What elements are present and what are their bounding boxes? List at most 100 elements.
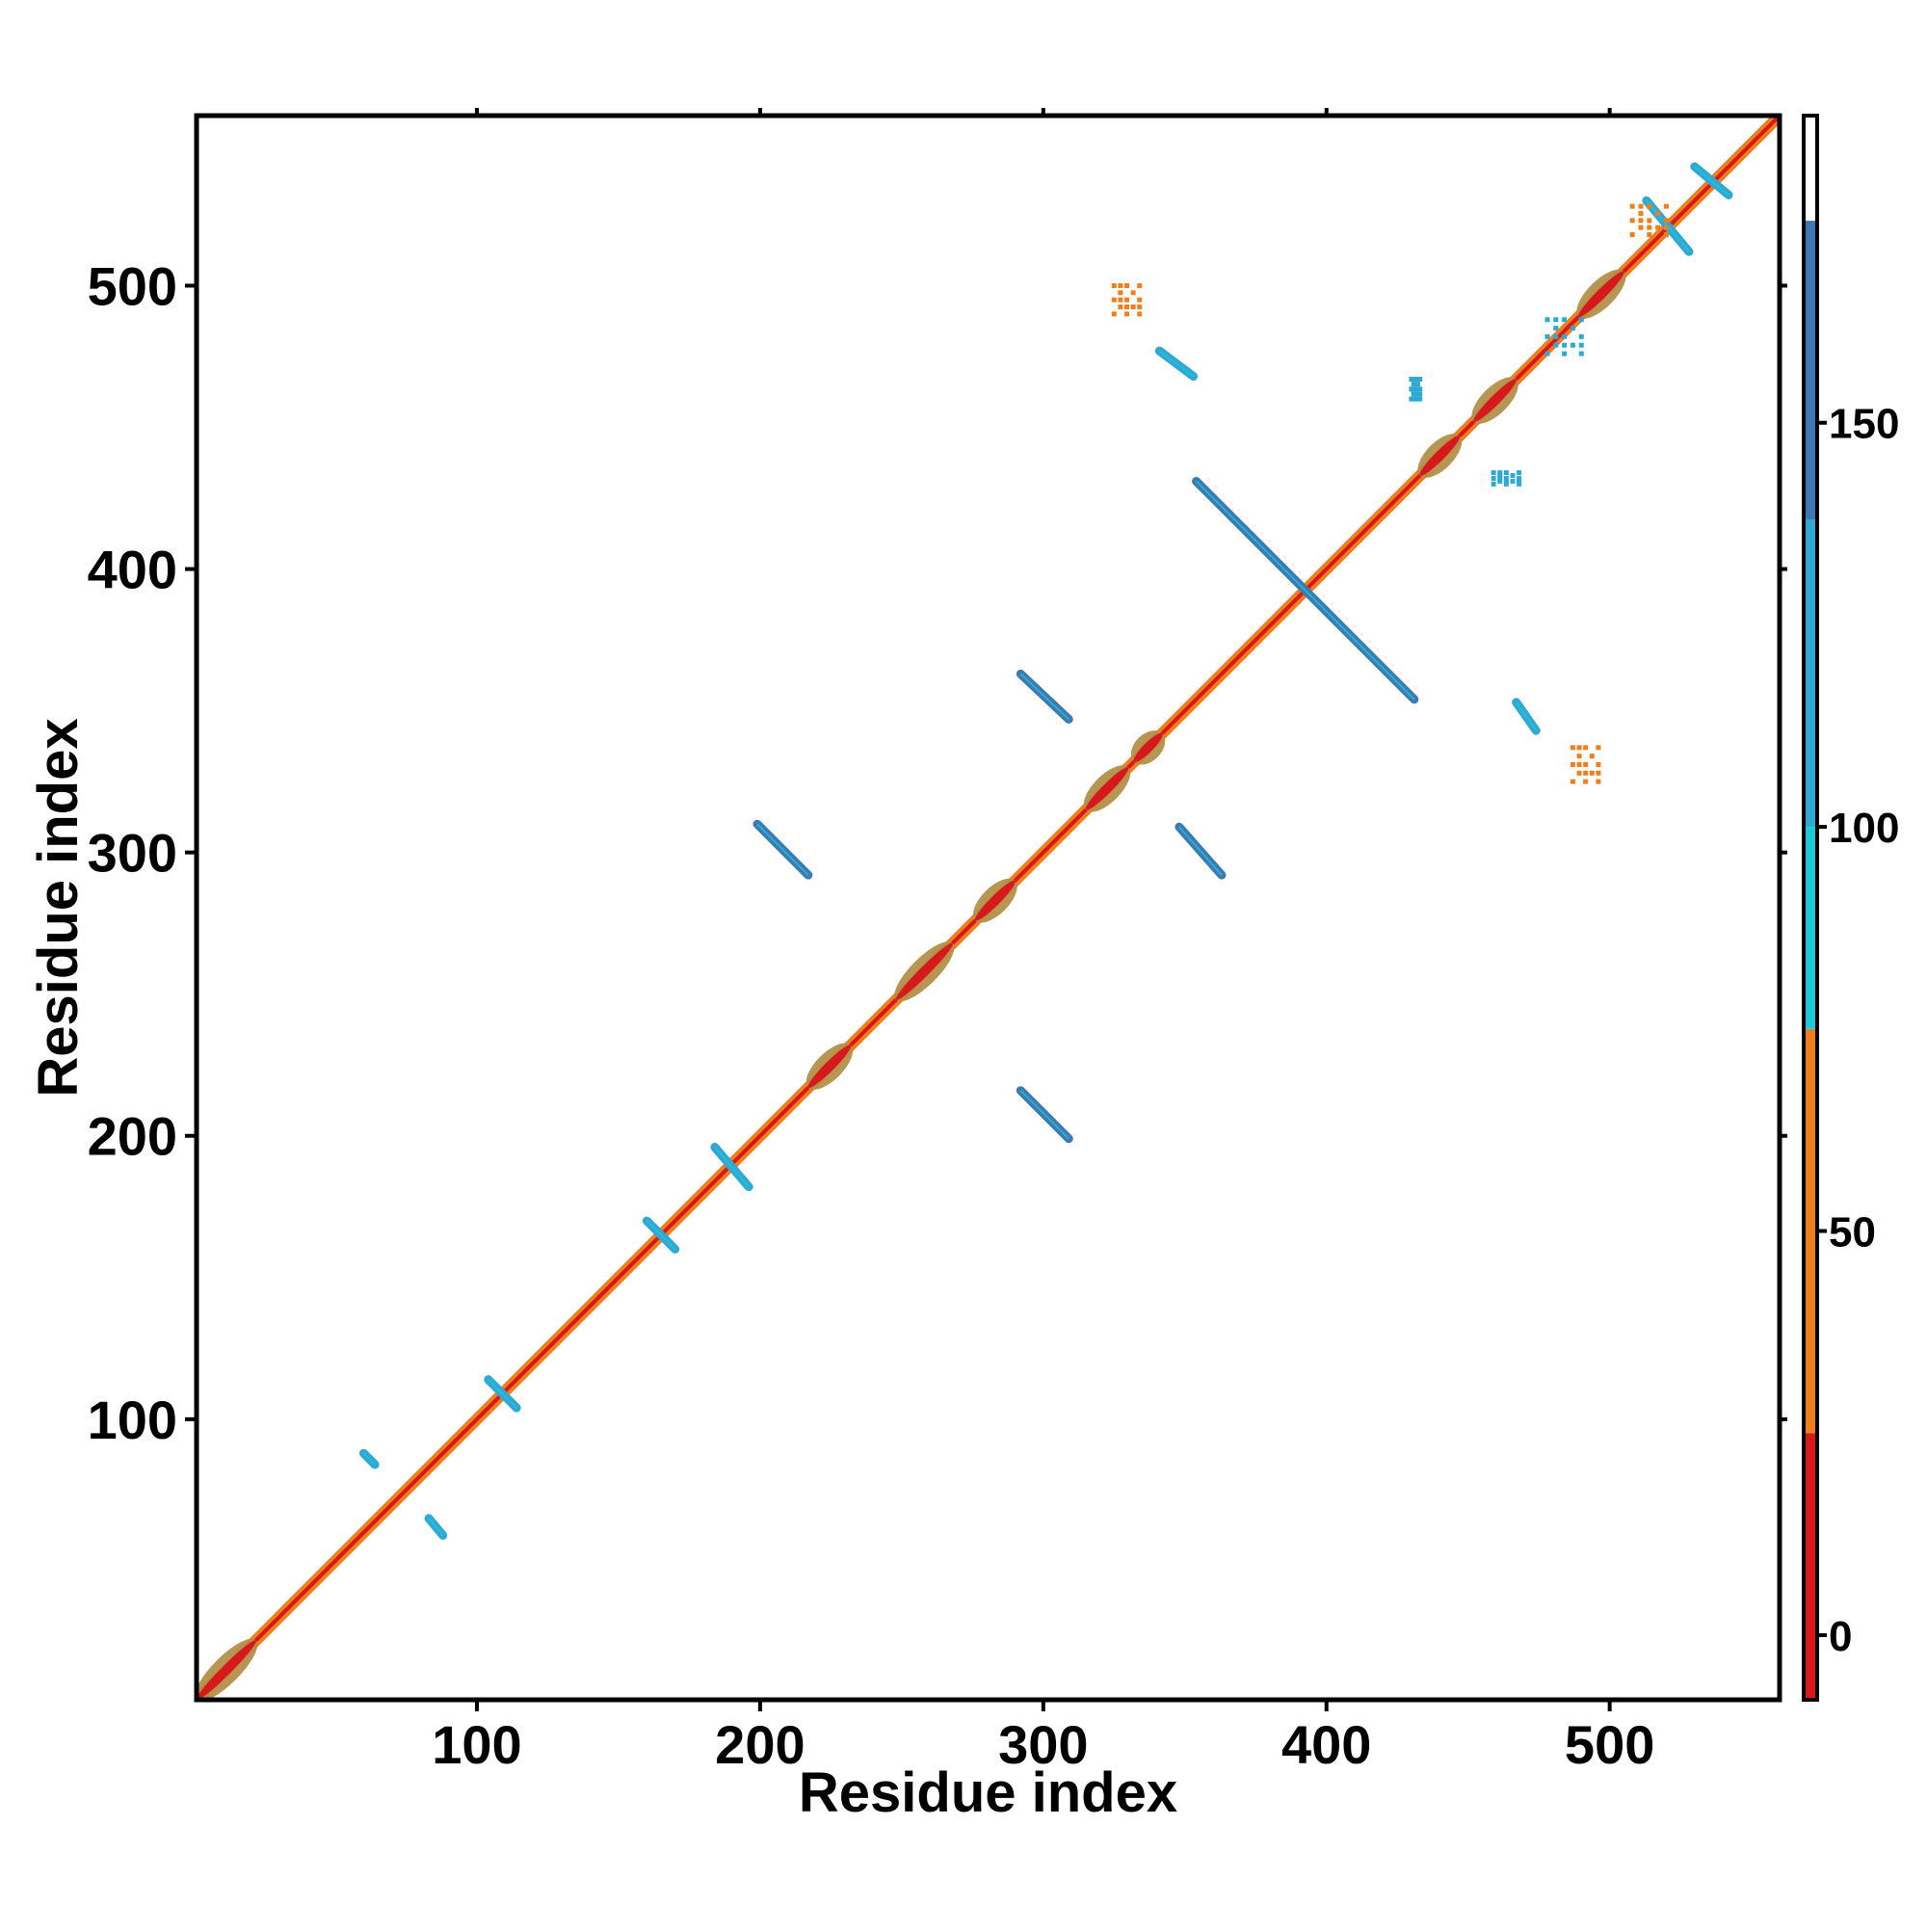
contact-dot: [1647, 203, 1652, 209]
y-tick-label-100: 100: [88, 1389, 177, 1450]
contact-dot: [1583, 779, 1589, 784]
contact-dot: [1562, 317, 1568, 323]
contact-dot: [1118, 304, 1123, 310]
contact-dot: [1647, 218, 1652, 224]
contact-dot: [1497, 473, 1503, 479]
contact-dot: [1491, 470, 1496, 476]
contact-dot: [1497, 478, 1503, 484]
scattered-contact-2: [1409, 377, 1423, 402]
contact-dot: [1124, 304, 1130, 310]
colorbar-frame: [1802, 114, 1819, 1702]
contact-dot: [1647, 232, 1652, 238]
contact-dot: [1503, 481, 1509, 487]
beta-contact-edge-11: [1515, 701, 1538, 731]
helix-block-3: [973, 878, 1017, 923]
contact-dot: [1544, 351, 1550, 357]
helix-block-core: [1085, 767, 1129, 810]
contact-dot: [1137, 297, 1143, 303]
contact-dot: [1589, 770, 1595, 776]
contact-dot: [1583, 770, 1589, 776]
contact-dot: [1596, 779, 1601, 784]
contact-dot: [1137, 282, 1143, 288]
contact-dot: [1553, 326, 1559, 331]
contact-dot: [1578, 342, 1584, 348]
contact-dot: [1417, 396, 1423, 402]
helix-block-0: [197, 1638, 258, 1700]
helix-block-core: [1133, 732, 1163, 762]
contact-dot: [1118, 282, 1123, 288]
y-axis-label: Residue index: [27, 718, 90, 1097]
beta-contact-edge-8: [1178, 826, 1223, 876]
contact-dot: [1412, 386, 1418, 392]
helix-block-core: [974, 880, 1016, 921]
colorbar-segment-2: [1804, 827, 1817, 1029]
contact-dot: [1663, 225, 1669, 230]
axis-layer: 100 200 300 400 500 100 200 300 400 500: [88, 108, 1787, 1775]
colorbar-segment-1: [1804, 1028, 1817, 1434]
beta-contact-edge-5: [756, 823, 809, 876]
contact-dot: [1517, 470, 1522, 476]
contact-dot: [1578, 317, 1584, 323]
helix-block-1: [805, 1043, 854, 1090]
beta-contact-edge-2: [488, 1378, 517, 1409]
contact-dot: [1503, 478, 1509, 484]
helix-block-4: [1083, 765, 1131, 812]
contact-dot: [1638, 225, 1644, 230]
contact-dot: [1415, 382, 1421, 387]
helix-block-core: [895, 942, 953, 1000]
contact-dot: [1409, 396, 1414, 402]
contact-dot: [1583, 761, 1589, 767]
colorbar: 0 50 100 150: [1802, 114, 1899, 1702]
x-tick-label-300: 300: [998, 1714, 1088, 1775]
contact-dot: [1576, 761, 1582, 767]
contact-dot: [1576, 770, 1582, 776]
contact-dot: [1503, 470, 1509, 476]
contact-dot: [1663, 232, 1669, 238]
contact-dot: [1596, 770, 1601, 776]
contact-dot: [1497, 475, 1503, 481]
contact-dot: [1583, 745, 1589, 751]
scattered-contact-0: [1111, 282, 1143, 317]
x-tick-label-500: 500: [1565, 1714, 1654, 1775]
contact-dot: [1124, 311, 1130, 317]
helix-block-core: [1578, 271, 1624, 318]
contact-dot: [1111, 297, 1117, 303]
contact-dot: [1491, 475, 1496, 481]
contact-dot: [1497, 470, 1503, 476]
contact-dot: [1553, 342, 1559, 348]
contact-dot: [1562, 333, 1568, 339]
helix-block-core: [1473, 379, 1517, 422]
contact-dot: [1629, 232, 1635, 238]
contact-dot: [1118, 297, 1123, 303]
contact-dot: [1570, 326, 1575, 331]
contact-dot: [1137, 304, 1143, 310]
contact-dot: [1589, 754, 1595, 759]
helix-block-core: [197, 1640, 256, 1700]
contact-dot: [1417, 386, 1423, 392]
beta-contact-edge-3: [646, 1220, 676, 1251]
y-tick-label-400: 400: [88, 540, 177, 600]
contact-dot: [1510, 478, 1516, 484]
beta-contact-edge-7: [1019, 673, 1069, 721]
contact-dot: [1412, 377, 1418, 383]
colorbar-segment-5: [1804, 116, 1817, 222]
contact-dot: [1596, 745, 1601, 751]
contact-dot: [1576, 754, 1582, 759]
contact-dot: [1412, 396, 1418, 402]
scattered-contact-5: [1544, 317, 1584, 357]
contact-dot: [1130, 304, 1136, 310]
contact-dot: [1576, 745, 1582, 751]
helix-block-7: [1471, 377, 1518, 424]
beta-contact-edge-13: [1694, 166, 1729, 197]
contact-dot: [1411, 382, 1416, 387]
x-tick-label-200: 200: [715, 1714, 805, 1775]
contact-dot: [1544, 317, 1550, 323]
contact-dot: [1663, 218, 1669, 224]
contact-dot: [1655, 225, 1661, 230]
contact-dot: [1578, 333, 1584, 339]
contact-dot: [1570, 342, 1575, 348]
contact-dot: [1629, 218, 1635, 224]
helix-block-2: [894, 941, 955, 1002]
colorbar-segment-3: [1804, 519, 1817, 828]
